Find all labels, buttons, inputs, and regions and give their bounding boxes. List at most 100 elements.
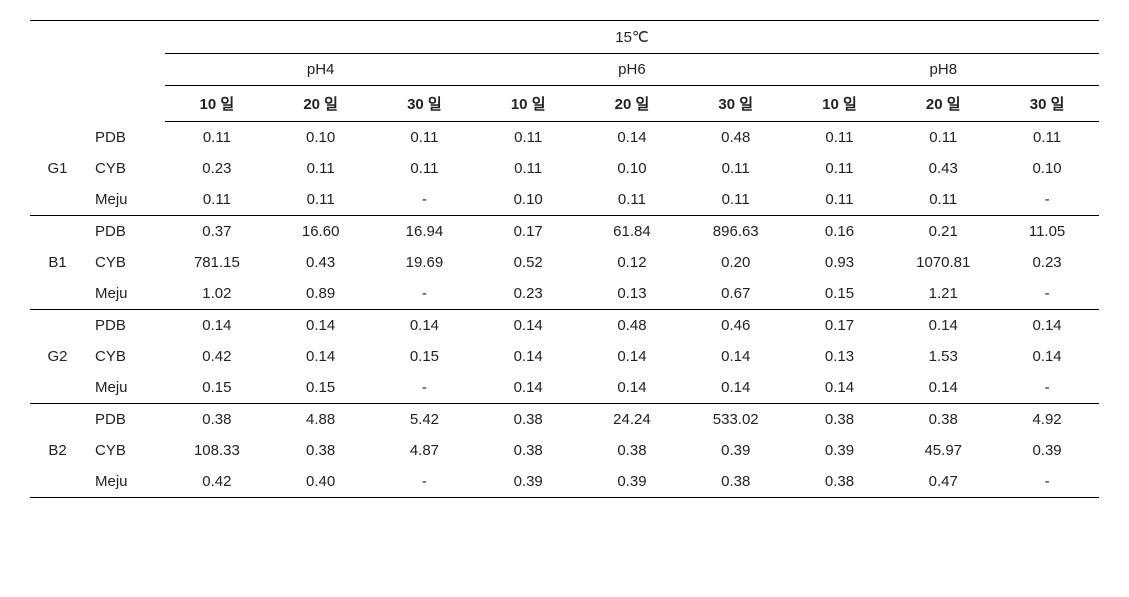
value-cell: 45.97: [891, 435, 995, 466]
header-day: 30 일: [684, 86, 788, 122]
value-cell: 0.14: [788, 372, 892, 404]
value-cell: 16.94: [373, 216, 477, 248]
value-cell: 0.11: [995, 122, 1099, 154]
value-cell: 0.42: [165, 466, 269, 498]
value-cell: 108.33: [165, 435, 269, 466]
value-cell: 0.39: [476, 466, 580, 498]
group-label: B1: [30, 247, 85, 278]
value-cell: 1070.81: [891, 247, 995, 278]
value-cell: 0.11: [373, 153, 477, 184]
value-cell: 4.88: [269, 404, 373, 436]
header-day: 20 일: [269, 86, 373, 122]
value-cell: 0.11: [269, 153, 373, 184]
header-ph6: pH6: [476, 54, 787, 86]
value-cell: 0.93: [788, 247, 892, 278]
group-cell-blank: [30, 372, 85, 404]
value-cell: 0.14: [891, 310, 995, 342]
media-label: Meju: [85, 184, 165, 216]
value-cell: 0.17: [788, 310, 892, 342]
value-cell: 0.14: [269, 310, 373, 342]
value-cell: 0.39: [684, 435, 788, 466]
value-cell: 24.24: [580, 404, 684, 436]
value-cell: 0.48: [580, 310, 684, 342]
value-cell: 0.14: [995, 310, 1099, 342]
value-cell: 0.40: [269, 466, 373, 498]
value-cell: 0.52: [476, 247, 580, 278]
value-cell: 0.12: [580, 247, 684, 278]
value-cell: 781.15: [165, 247, 269, 278]
value-cell: 1.21: [891, 278, 995, 310]
header-day: 20 일: [580, 86, 684, 122]
value-cell: 0.38: [788, 466, 892, 498]
value-cell: 0.42: [165, 341, 269, 372]
value-cell: 0.39: [995, 435, 1099, 466]
header-day: 20 일: [891, 86, 995, 122]
group-label: G2: [30, 341, 85, 372]
group-cell-blank: [30, 184, 85, 216]
value-cell: 0.14: [684, 341, 788, 372]
value-cell: 0.11: [788, 122, 892, 154]
group-cell-blank: [30, 278, 85, 310]
value-cell: 0.10: [580, 153, 684, 184]
value-cell: -: [373, 466, 477, 498]
value-cell: 5.42: [373, 404, 477, 436]
value-cell: 0.11: [891, 184, 995, 216]
media-label: PDB: [85, 404, 165, 436]
value-cell: 0.43: [891, 153, 995, 184]
header-day: 10 일: [476, 86, 580, 122]
data-table: 15℃ pH4 pH6 pH8 10 일20 일30 일10 일20 일30 일…: [30, 20, 1099, 498]
value-cell: 0.14: [476, 310, 580, 342]
value-cell: 0.48: [684, 122, 788, 154]
value-cell: 0.14: [476, 372, 580, 404]
value-cell: 0.10: [995, 153, 1099, 184]
header-ph4: pH4: [165, 54, 476, 86]
value-cell: 4.87: [373, 435, 477, 466]
value-cell: -: [995, 466, 1099, 498]
value-cell: 0.43: [269, 247, 373, 278]
value-cell: 0.11: [684, 153, 788, 184]
header-day: 30 일: [373, 86, 477, 122]
value-cell: 0.11: [684, 184, 788, 216]
value-cell: 0.38: [788, 404, 892, 436]
value-cell: 0.38: [684, 466, 788, 498]
media-label: CYB: [85, 153, 165, 184]
group-label: B2: [30, 435, 85, 466]
media-label: CYB: [85, 247, 165, 278]
value-cell: 0.11: [165, 122, 269, 154]
value-cell: 0.13: [580, 278, 684, 310]
header-day: 10 일: [788, 86, 892, 122]
value-cell: 0.16: [788, 216, 892, 248]
media-label: PDB: [85, 122, 165, 154]
value-cell: 0.17: [476, 216, 580, 248]
value-cell: 0.14: [269, 341, 373, 372]
value-cell: -: [995, 372, 1099, 404]
value-cell: 0.37: [165, 216, 269, 248]
value-cell: -: [995, 184, 1099, 216]
media-label: PDB: [85, 310, 165, 342]
value-cell: 0.39: [580, 466, 684, 498]
value-cell: 0.14: [995, 341, 1099, 372]
value-cell: 0.11: [788, 153, 892, 184]
value-cell: 0.38: [891, 404, 995, 436]
group-cell-blank: [30, 216, 85, 248]
value-cell: 0.47: [891, 466, 995, 498]
value-cell: 0.14: [165, 310, 269, 342]
value-cell: 0.15: [788, 278, 892, 310]
value-cell: 0.20: [684, 247, 788, 278]
value-cell: 11.05: [995, 216, 1099, 248]
media-label: CYB: [85, 435, 165, 466]
value-cell: 0.11: [165, 184, 269, 216]
group-cell-blank: [30, 404, 85, 436]
table-header: 15℃ pH4 pH6 pH8 10 일20 일30 일10 일20 일30 일…: [30, 21, 1099, 122]
value-cell: 0.13: [788, 341, 892, 372]
value-cell: 0.38: [580, 435, 684, 466]
header-blank: [30, 21, 165, 122]
value-cell: 0.38: [476, 435, 580, 466]
value-cell: 0.89: [269, 278, 373, 310]
group-label: G1: [30, 153, 85, 184]
value-cell: 0.14: [580, 341, 684, 372]
table-body: PDB0.110.100.110.110.140.480.110.110.11G…: [30, 122, 1099, 498]
value-cell: 0.10: [476, 184, 580, 216]
media-label: Meju: [85, 466, 165, 498]
value-cell: 1.53: [891, 341, 995, 372]
